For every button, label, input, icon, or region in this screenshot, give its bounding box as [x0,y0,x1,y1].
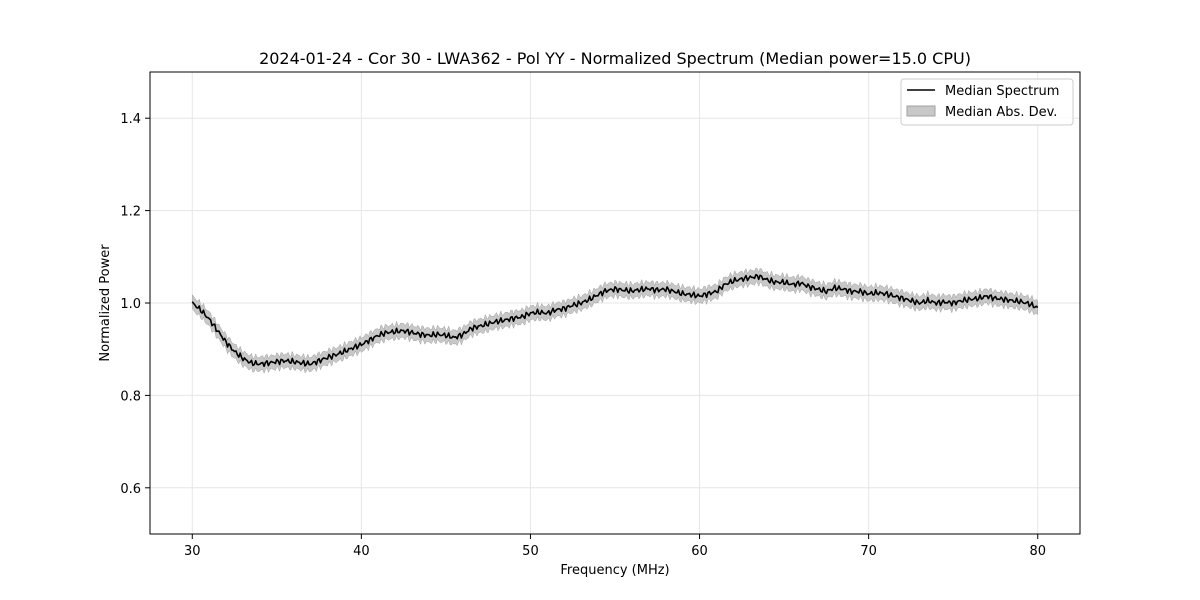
x-tick-label: 40 [353,544,370,559]
x-axis-label: Frequency (MHz) [560,563,669,578]
y-tick-label: 1.0 [120,297,141,312]
x-tick-label: 70 [860,544,877,559]
x-axis-ticks: 30 40 50 60 70 80 [184,534,1046,559]
y-tick-label: 1.4 [120,112,141,127]
y-tick-label: 0.6 [120,482,141,497]
legend-box [900,78,1074,126]
chart-title: 2024-01-24 - Cor 30 - LWA362 - Pol YY - … [259,49,971,68]
y-axis-ticks: 0.6 0.8 1.0 1.2 1.4 [120,112,150,497]
y-tick-label: 0.8 [120,389,141,404]
x-tick-label: 80 [1029,544,1046,559]
x-tick-label: 30 [184,544,201,559]
x-tick-label: 60 [691,544,708,559]
median-spectrum-line [191,273,1039,368]
y-tick-label: 1.2 [120,205,141,220]
legend-label-median-abs-dev: Median Abs. Dev. [945,105,1057,120]
legend: Median Spectrum Median Abs. Dev. [900,78,1074,126]
y-axis-label: Normalized Power [98,244,113,362]
legend-band-swatch [906,105,936,117]
x-tick-label: 50 [522,544,539,559]
legend-label-median-spectrum: Median Spectrum [945,84,1059,99]
